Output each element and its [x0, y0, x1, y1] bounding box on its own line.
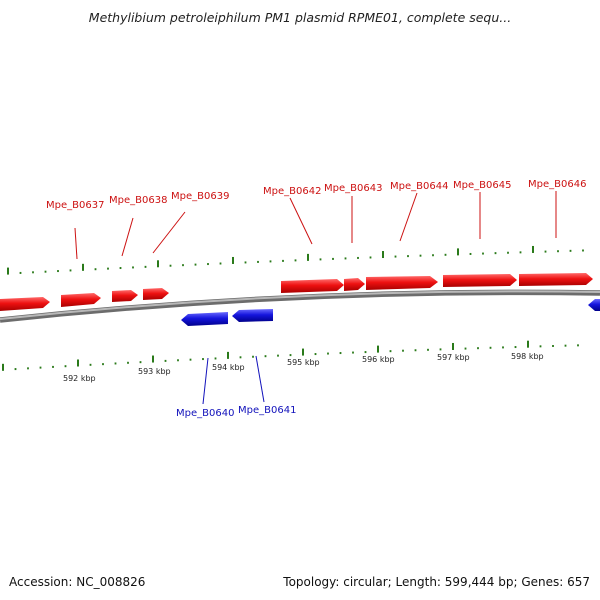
gene-arrow[interactable] — [61, 293, 101, 307]
gene-label[interactable]: Mpe_B0640 — [176, 408, 234, 419]
gene-label[interactable]: Mpe_B0643 — [324, 183, 382, 194]
gene-arrow[interactable] — [366, 276, 438, 290]
kbp-label: 592 kbp — [63, 374, 96, 383]
gene-arrow[interactable] — [143, 288, 169, 300]
gene-arrow[interactable] — [232, 309, 273, 322]
gene-label[interactable]: Mpe_B0639 — [171, 191, 229, 202]
reverse-leader-lines — [202, 355, 265, 405]
gene-arrow[interactable] — [588, 299, 600, 311]
forward-leader-lines — [74, 191, 557, 260]
forward-gene-labels: Mpe_B0637 Mpe_B0638 Mpe_B0639 Mpe_B0642 … — [46, 179, 586, 211]
gene-arrow[interactable] — [344, 278, 365, 291]
gene-arrow[interactable] — [443, 274, 517, 287]
kbp-labels: 592 kbp 593 kbp 594 kbp 595 kbp 596 kbp … — [63, 352, 544, 383]
map-title: Methylibium petroleiphilum PM1 plasmid R… — [88, 10, 512, 25]
gene-label[interactable]: Mpe_B0642 — [263, 186, 321, 197]
gene-label[interactable]: Mpe_B0645 — [453, 180, 511, 191]
inner-tick-track — [2, 340, 579, 371]
gene-label[interactable]: Mpe_B0644 — [390, 181, 448, 192]
gene-arrow[interactable] — [181, 312, 228, 326]
accession-text: Accession: NC_008826 — [9, 575, 146, 589]
backbone — [0, 289, 600, 323]
reverse-gene-track — [181, 299, 600, 326]
outer-tick-track — [7, 245, 584, 275]
gene-label[interactable]: Mpe_B0637 — [46, 200, 104, 211]
gene-label[interactable]: Mpe_B0646 — [528, 179, 586, 190]
gene-label[interactable]: Mpe_B0638 — [109, 195, 167, 206]
gene-arrow[interactable] — [281, 279, 344, 293]
forward-gene-track — [0, 273, 593, 311]
gene-label[interactable]: Mpe_B0641 — [238, 405, 296, 416]
kbp-label: 597 kbp — [437, 353, 470, 362]
gene-arrow[interactable] — [112, 290, 138, 302]
kbp-label: 595 kbp — [287, 358, 320, 367]
kbp-label: 598 kbp — [511, 352, 544, 361]
reverse-gene-labels: Mpe_B0640 Mpe_B0641 — [176, 405, 296, 419]
topology-info-text: Topology: circular; Length: 599,444 bp; … — [283, 575, 590, 589]
kbp-label: 594 kbp — [212, 363, 245, 372]
kbp-label: 593 kbp — [138, 367, 171, 376]
gene-arrow[interactable] — [0, 297, 50, 311]
kbp-label: 596 kbp — [362, 355, 395, 364]
gene-arrow[interactable] — [519, 273, 593, 286]
